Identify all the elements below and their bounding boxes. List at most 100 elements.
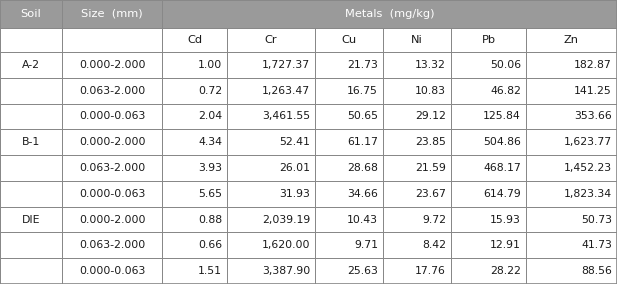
Text: 1,823.34: 1,823.34 xyxy=(564,189,612,199)
Text: 8.42: 8.42 xyxy=(422,240,446,250)
Text: 23.85: 23.85 xyxy=(415,137,446,147)
Bar xyxy=(227,258,315,284)
Bar xyxy=(526,258,617,284)
Bar xyxy=(315,52,383,78)
Text: 28.68: 28.68 xyxy=(347,163,378,173)
Bar xyxy=(451,129,526,155)
Bar xyxy=(315,155,383,181)
Bar xyxy=(383,181,451,207)
Bar xyxy=(315,104,383,129)
Text: 13.32: 13.32 xyxy=(415,60,446,70)
Bar xyxy=(383,52,451,78)
Bar xyxy=(0,129,62,155)
Bar xyxy=(162,181,227,207)
Text: 0.063-2.000: 0.063-2.000 xyxy=(79,163,145,173)
Text: 41.73: 41.73 xyxy=(581,240,612,250)
Bar xyxy=(0,232,62,258)
Bar xyxy=(315,129,383,155)
Text: Zn: Zn xyxy=(564,35,579,45)
Bar xyxy=(0,207,62,232)
Bar xyxy=(383,129,451,155)
Text: 3.93: 3.93 xyxy=(198,163,222,173)
Text: 50.65: 50.65 xyxy=(347,111,378,122)
Text: Pb: Pb xyxy=(481,35,495,45)
Bar xyxy=(315,78,383,104)
Bar xyxy=(451,207,526,232)
Bar xyxy=(62,52,162,78)
Bar xyxy=(451,129,526,155)
Bar xyxy=(62,0,162,28)
Text: 10.43: 10.43 xyxy=(347,214,378,225)
Text: DIE: DIE xyxy=(22,214,40,225)
Text: 0.000-2.000: 0.000-2.000 xyxy=(79,214,145,225)
Text: 0.000-0.063: 0.000-0.063 xyxy=(79,111,145,122)
Bar xyxy=(451,181,526,207)
Bar xyxy=(526,52,617,78)
Bar xyxy=(162,104,227,129)
Bar xyxy=(62,181,162,207)
Bar xyxy=(162,28,227,52)
Bar xyxy=(162,181,227,207)
Bar xyxy=(383,78,451,104)
Bar xyxy=(526,78,617,104)
Text: 26.01: 26.01 xyxy=(279,163,310,173)
Bar xyxy=(62,104,162,129)
Bar xyxy=(227,52,315,78)
Bar xyxy=(451,232,526,258)
Text: 3,387.90: 3,387.90 xyxy=(262,266,310,276)
Bar xyxy=(162,155,227,181)
Bar xyxy=(227,129,315,155)
Bar xyxy=(62,129,162,155)
Bar xyxy=(526,129,617,155)
Bar xyxy=(62,155,162,181)
Text: Metals  (mg/kg): Metals (mg/kg) xyxy=(345,9,434,19)
Bar xyxy=(0,0,62,28)
Text: 34.66: 34.66 xyxy=(347,189,378,199)
Bar xyxy=(162,52,227,78)
Bar xyxy=(315,258,383,284)
Bar xyxy=(526,232,617,258)
Text: 0.000-0.063: 0.000-0.063 xyxy=(79,266,145,276)
Bar xyxy=(227,104,315,129)
Text: 12.91: 12.91 xyxy=(490,240,521,250)
Text: 31.93: 31.93 xyxy=(279,189,310,199)
Bar xyxy=(227,181,315,207)
Text: 52.41: 52.41 xyxy=(279,137,310,147)
Bar xyxy=(0,28,62,52)
Bar xyxy=(383,155,451,181)
Text: B-1: B-1 xyxy=(22,137,40,147)
Text: 61.17: 61.17 xyxy=(347,137,378,147)
Text: A-2: A-2 xyxy=(22,60,40,70)
Bar xyxy=(526,104,617,129)
Bar xyxy=(227,28,315,52)
Bar xyxy=(162,207,227,232)
Bar xyxy=(162,232,227,258)
Bar xyxy=(451,28,526,52)
Bar xyxy=(0,28,62,52)
Bar xyxy=(62,155,162,181)
Text: 2.04: 2.04 xyxy=(198,111,222,122)
Text: 1,263.47: 1,263.47 xyxy=(262,86,310,96)
Text: 50.73: 50.73 xyxy=(581,214,612,225)
Bar xyxy=(227,104,315,129)
Bar xyxy=(315,129,383,155)
Text: Soil: Soil xyxy=(20,9,41,19)
Bar xyxy=(383,232,451,258)
Bar xyxy=(227,155,315,181)
Bar xyxy=(0,258,62,284)
Bar xyxy=(62,0,162,28)
Bar xyxy=(62,181,162,207)
Bar xyxy=(526,52,617,78)
Bar xyxy=(227,207,315,232)
Bar xyxy=(0,52,62,78)
Text: Cd: Cd xyxy=(187,35,202,45)
Bar xyxy=(383,232,451,258)
Text: 9.72: 9.72 xyxy=(422,214,446,225)
Text: 141.25: 141.25 xyxy=(574,86,612,96)
Bar xyxy=(0,207,62,232)
Bar xyxy=(526,104,617,129)
Text: 50.06: 50.06 xyxy=(490,60,521,70)
Bar xyxy=(315,155,383,181)
Text: 125.84: 125.84 xyxy=(483,111,521,122)
Bar xyxy=(383,181,451,207)
